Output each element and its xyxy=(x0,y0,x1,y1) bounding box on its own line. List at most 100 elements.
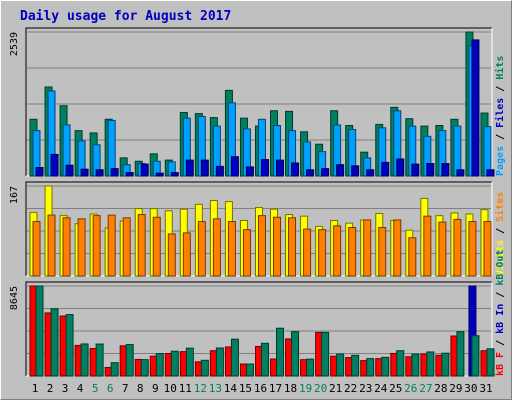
bar-visits-sites-day-10 xyxy=(167,233,176,277)
bar-kbytes-kb-out-day-23 xyxy=(366,358,375,377)
panel-legend: kB F / kB In / kB Out xyxy=(495,250,506,376)
bar-hits-pages-day-4 xyxy=(80,168,89,177)
bar-kbytes-kb-out-day-21 xyxy=(336,353,345,377)
day-axis-labels: 1 2 3 4 5 6 7 8 9 10 11 12 13 14 15 16 17 18 19 20 21 22 23 24 2… xyxy=(32,382,493,395)
bar-hits-pages-day-19 xyxy=(306,169,315,177)
day-label: 14 xyxy=(224,382,238,395)
bar-kbytes-kb-out-day-19 xyxy=(306,358,315,377)
panel-frame-dark xyxy=(25,181,492,276)
bar-kbytes-kb-out-day-18 xyxy=(291,331,300,377)
bar-kbytes-kb-out-day-5 xyxy=(95,343,104,377)
bar-kbytes-kb-out-day-7 xyxy=(125,344,134,377)
day-label: 17 xyxy=(269,382,282,395)
bar-kbytes-kb-out-day-12 xyxy=(200,359,209,377)
panel-visits: 167 Visits / Sites xyxy=(9,181,506,277)
bar-hits-pages-day-28 xyxy=(441,163,450,177)
bar-visits-sites-day-3 xyxy=(62,217,71,277)
panel-legend: Pages / Files / Hits xyxy=(494,56,506,176)
day-label: 19 xyxy=(299,382,312,395)
bar-hits-pages-day-24 xyxy=(381,161,390,177)
day-label: 26 xyxy=(404,382,417,395)
day-label: 3 xyxy=(62,382,69,395)
day-label: 25 xyxy=(389,382,402,395)
panel-legend: Visits / Sites xyxy=(494,192,506,276)
bar-hits-pages-day-21 xyxy=(336,164,345,177)
legend-separator: / xyxy=(495,80,506,98)
day-label: 10 xyxy=(164,382,177,395)
day-label: 9 xyxy=(152,382,159,395)
bar-visits-sites-day-12 xyxy=(197,221,206,277)
bar-visits-sites-day-5 xyxy=(92,215,101,277)
bar-visits-sites-day-18 xyxy=(288,217,297,277)
bar-kbytes-kb-out-day-20 xyxy=(321,331,330,377)
legend-entry: Files xyxy=(494,98,506,128)
day-label: 30 xyxy=(464,382,477,395)
legend-entry: kB Out xyxy=(495,250,506,286)
bar-hits-pages-day-13 xyxy=(215,165,224,177)
legend-entry: Hits xyxy=(494,56,506,80)
chart-panels: 2539 Pages / Files / Hits 167 Visits / Site… xyxy=(9,27,506,377)
bar-visits-sites-day-17 xyxy=(273,216,282,277)
bar-kbytes-kb-out-day-4 xyxy=(80,343,89,377)
day-label: 18 xyxy=(284,382,297,395)
bar-visits-sites-day-30 xyxy=(468,221,477,277)
day-label: 16 xyxy=(254,382,267,395)
bar-kbytes-kb-out-day-2 xyxy=(50,308,59,377)
day-label: 31 xyxy=(479,382,492,395)
day-label: 27 xyxy=(419,382,432,395)
bar-kbytes-kb-out-day-8 xyxy=(140,359,149,377)
bar-kbytes-kb-out-day-16 xyxy=(260,342,269,377)
bar-visits-sites-day-13 xyxy=(212,218,221,277)
bar-hits-pages-day-6 xyxy=(110,168,119,177)
bar-hits-pages-day-1 xyxy=(35,166,44,177)
panel-max-label: 167 xyxy=(9,186,20,204)
bar-visits-sites-day-27 xyxy=(423,215,432,277)
bar-visits-sites-day-26 xyxy=(408,237,417,277)
bar-hits-files-day-29 xyxy=(453,125,462,177)
bar-kbytes-kb-out-day-26 xyxy=(411,353,420,377)
bar-visits-sites-day-24 xyxy=(378,226,387,277)
bar-kbytes-kb-out-day-29 xyxy=(456,331,465,377)
panel-max-label: 2539 xyxy=(9,32,20,56)
bar-kbytes-kb-out-day-15 xyxy=(245,363,254,377)
legend-separator: / xyxy=(495,334,506,352)
bar-visits-sites-day-25 xyxy=(393,219,402,277)
bar-visits-sites-day-20 xyxy=(318,229,327,277)
bar-hits-pages-day-20 xyxy=(321,168,330,177)
panel-frame-dark xyxy=(25,281,492,376)
bar-hits-files-day-6 xyxy=(107,119,116,177)
bar-hits-pages-day-18 xyxy=(291,162,300,177)
bar-visits-sites-day-31 xyxy=(483,221,492,277)
bar-kbytes-kb-out-day-1 xyxy=(35,285,44,377)
bar-hits-pages-day-11 xyxy=(185,159,194,177)
chart-title: Daily usage for August 2017 xyxy=(20,9,231,24)
bar-visits-sites-day-21 xyxy=(333,225,342,277)
bar-hits-pages-day-16 xyxy=(260,159,269,177)
bar-hits-files-day-31 xyxy=(483,126,492,177)
day-label: 2 xyxy=(47,382,54,395)
day-label: 8 xyxy=(137,382,144,395)
bar-visits-sites-day-29 xyxy=(453,218,462,277)
bar-kbytes-kb-out-day-24 xyxy=(381,356,390,377)
bar-hits-pages-day-10 xyxy=(170,172,179,177)
bar-hits-pages-day-9 xyxy=(155,172,164,177)
bar-visits-sites-day-11 xyxy=(182,232,191,277)
bar-visits-sites-day-15 xyxy=(242,229,251,277)
bar-kbytes-kb-out-day-9 xyxy=(155,353,164,377)
day-label: 5 xyxy=(92,382,99,395)
bar-kbytes-kb-out-day-30 xyxy=(471,335,480,377)
bar-visits-sites-day-23 xyxy=(363,219,372,277)
bar-hits-pages-day-14 xyxy=(230,156,239,177)
bar-hits-pages-day-22 xyxy=(351,165,360,177)
panel-hits: 2539 Pages / Files / Hits xyxy=(9,27,506,177)
day-label: 23 xyxy=(359,382,372,395)
bar-kbytes-kb-out-day-13 xyxy=(215,347,224,377)
bar-visits-sites-day-1 xyxy=(32,221,41,277)
panel-kbytes: 8645 kB F / kB In / kB Out xyxy=(9,250,506,377)
bar-kbytes-kb-out-day-27 xyxy=(426,351,435,377)
day-label: 15 xyxy=(239,382,252,395)
day-label: 6 xyxy=(107,382,114,395)
bar-visits-sites-day-28 xyxy=(438,221,447,277)
